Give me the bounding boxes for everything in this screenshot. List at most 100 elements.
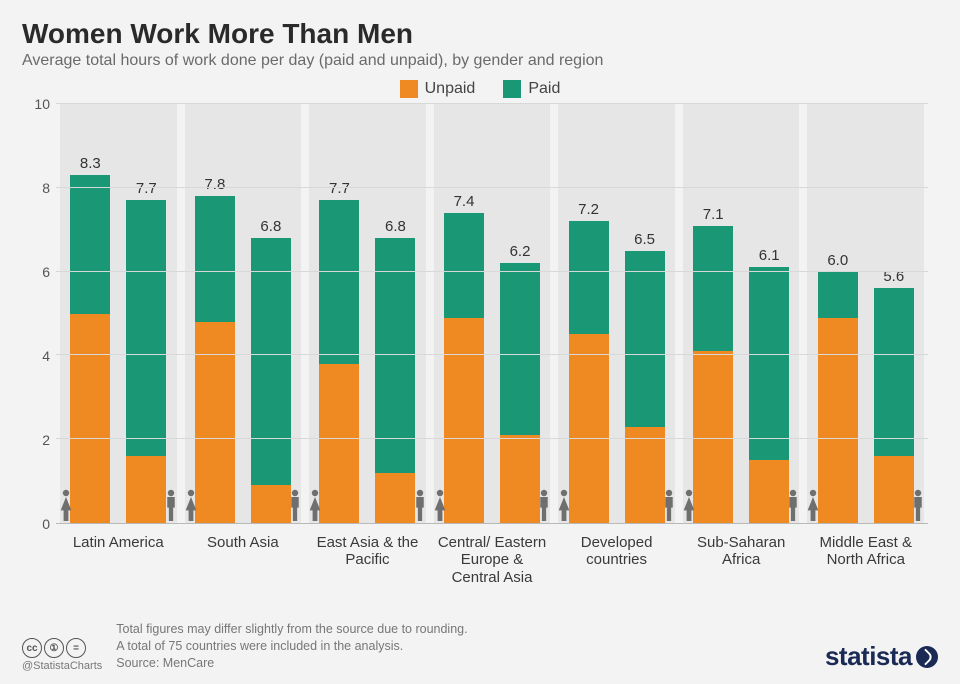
bar-stack xyxy=(625,251,665,523)
legend-item-paid: Paid xyxy=(503,80,560,98)
license-block: cc ① = @StatistaCharts xyxy=(22,638,102,672)
bar-segment-paid xyxy=(70,175,110,313)
bar-total-label: 6.1 xyxy=(759,247,780,264)
bar-segment-paid xyxy=(569,221,609,334)
footer: cc ① = @StatistaCharts Total figures may… xyxy=(22,621,938,672)
bar-segment-unpaid xyxy=(375,473,415,523)
bar-segment-paid xyxy=(319,200,359,363)
bar-total-label: 7.7 xyxy=(136,180,157,197)
source-line: Source: MenCare xyxy=(116,655,467,672)
footnote-line2: A total of 75 countries were included in… xyxy=(116,638,467,655)
male-icon xyxy=(287,489,303,519)
bar-column: 7.7 xyxy=(319,200,359,523)
bar-total-label: 7.7 xyxy=(329,180,350,197)
bar-column: 7.4 xyxy=(444,213,484,523)
x-label: Central/ Eastern Europe & Central Asia xyxy=(434,534,551,604)
region-group: 7.2 6.5 xyxy=(558,104,675,523)
regions-container: 8.37.77.86.87.76.87.46.27.26.57.16.16.05… xyxy=(56,104,928,523)
bar-column: 6.5 xyxy=(625,251,665,523)
chart-title: Women Work More Than Men xyxy=(22,18,938,50)
x-label: South Asia xyxy=(185,534,302,604)
bar-stack xyxy=(195,196,235,523)
bar-segment-paid xyxy=(874,288,914,456)
bar-total-label: 7.1 xyxy=(703,206,724,223)
bar-segment-paid xyxy=(444,213,484,318)
plot-area: 8.37.77.86.87.76.87.46.27.26.57.16.16.05… xyxy=(56,104,928,524)
bar-column: 7.2 xyxy=(569,221,609,523)
bar-stack xyxy=(375,238,415,523)
bar-stack xyxy=(251,238,291,523)
region-group: 8.3 7.7 xyxy=(60,104,177,523)
bar-pair: 7.86.8 xyxy=(185,104,302,523)
statista-wave-icon xyxy=(916,646,938,668)
bar-total-label: 6.0 xyxy=(827,252,848,269)
bar-segment-unpaid xyxy=(70,314,110,523)
footnote-line1: Total figures may differ slightly from t… xyxy=(116,621,467,638)
female-icon xyxy=(556,489,572,519)
bar-segment-unpaid xyxy=(319,364,359,523)
bar-column: 6.8 xyxy=(251,238,291,523)
bar-total-label: 6.2 xyxy=(510,243,531,260)
bar-stack xyxy=(444,213,484,523)
bar-segment-unpaid xyxy=(625,427,665,523)
x-label: Sub-Saharan Africa xyxy=(683,534,800,604)
bar-stack xyxy=(500,263,540,523)
statista-text: statista xyxy=(825,641,912,672)
bar-stack xyxy=(874,288,914,523)
y-axis: 0246810 xyxy=(22,104,56,524)
male-icon xyxy=(412,489,428,519)
male-icon xyxy=(785,489,801,519)
gridline xyxy=(56,187,928,188)
cc-icons: cc ① = xyxy=(22,638,86,658)
male-icon xyxy=(536,489,552,519)
legend-label-unpaid: Unpaid xyxy=(425,80,476,98)
male-icon xyxy=(661,489,677,519)
bar-stack xyxy=(70,175,110,523)
bar-stack xyxy=(126,200,166,523)
y-tick: 2 xyxy=(42,432,50,448)
bar-segment-paid xyxy=(693,226,733,352)
bar-column: 7.7 xyxy=(126,200,166,523)
bar-segment-unpaid xyxy=(500,435,540,523)
bar-segment-unpaid xyxy=(569,334,609,523)
female-icon xyxy=(681,489,697,519)
y-tick: 10 xyxy=(34,96,50,112)
bar-total-label: 6.5 xyxy=(634,231,655,248)
male-icon xyxy=(910,489,926,519)
bar-column: 6.8 xyxy=(375,238,415,523)
region-group: 7.7 6.8 xyxy=(309,104,426,523)
bar-segment-unpaid xyxy=(444,318,484,523)
bar-segment-paid xyxy=(749,267,789,460)
bar-segment-paid xyxy=(625,251,665,427)
statista-logo: statista xyxy=(825,641,938,672)
region-group: 7.86.8 xyxy=(185,104,302,523)
bar-segment-unpaid xyxy=(251,485,291,523)
gridline xyxy=(56,438,928,439)
gridline xyxy=(56,103,928,104)
y-tick: 4 xyxy=(42,348,50,364)
bar-segment-unpaid xyxy=(749,460,789,523)
gridline xyxy=(56,271,928,272)
bar-total-label: 8.3 xyxy=(80,155,101,172)
chart-area: 0246810 8.37.77.86.87.76.87.46.27.26.57.… xyxy=(22,104,938,524)
cc-icon: cc xyxy=(22,638,42,658)
bar-stack xyxy=(569,221,609,523)
chart-subtitle: Average total hours of work done per day… xyxy=(22,52,938,70)
bar-stack xyxy=(749,267,789,523)
bar-segment-paid xyxy=(251,238,291,485)
legend-swatch-paid xyxy=(503,80,521,98)
bar-stack xyxy=(319,200,359,523)
bar-pair: 7.4 6.2 xyxy=(434,104,551,523)
female-icon xyxy=(183,489,199,519)
nd-icon: = xyxy=(66,638,86,658)
bar-total-label: 6.8 xyxy=(260,218,281,235)
female-icon xyxy=(58,489,74,519)
bar-pair: 7.2 6.5 xyxy=(558,104,675,523)
female-icon xyxy=(307,489,323,519)
x-label: Latin America xyxy=(60,534,177,604)
bar-segment-paid xyxy=(818,272,858,318)
bar-segment-unpaid xyxy=(195,322,235,523)
legend-item-unpaid: Unpaid xyxy=(400,80,476,98)
footnotes: Total figures may differ slightly from t… xyxy=(116,621,467,672)
x-label: Middle East & North Africa xyxy=(807,534,924,604)
